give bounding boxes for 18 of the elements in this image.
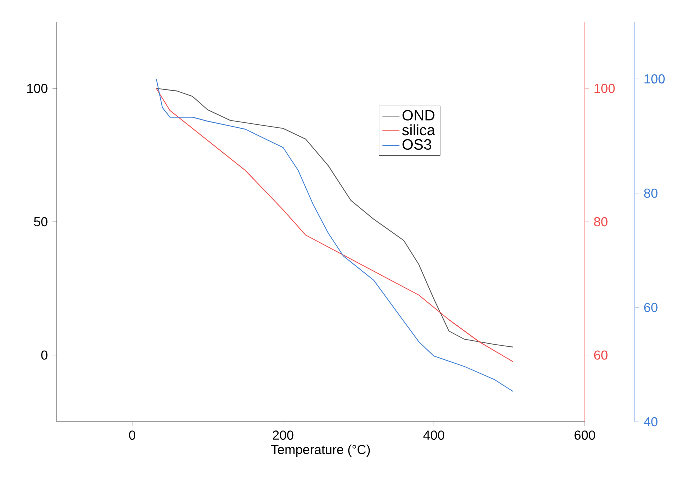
x-tick-label: 0 (129, 430, 136, 440)
y3-tick-label: 40 (644, 417, 658, 427)
x-tick-label: 200 (273, 430, 294, 440)
y3-tick-label: 60 (644, 303, 658, 312)
y3-tick-label: 100 (644, 74, 665, 84)
y3-tick-label: 80 (644, 188, 658, 198)
x-tick-label: 400 (424, 430, 444, 440)
y-tick-label: 50 (34, 217, 48, 227)
y-tick-label: 100 (28, 84, 48, 94)
x-axis-title: Temperature (°C) (271, 444, 370, 457)
y2-tick-label: 80 (594, 217, 608, 227)
x-tick-label: 600 (574, 430, 596, 440)
legend-label: OS3 (402, 139, 432, 150)
y2-tick-label: 60 (594, 350, 608, 360)
y2-tick-label: 100 (594, 84, 615, 94)
y-tick-label: 0 (42, 350, 48, 360)
legend-label: silica (402, 124, 436, 136)
legend-label: OND (402, 110, 435, 121)
